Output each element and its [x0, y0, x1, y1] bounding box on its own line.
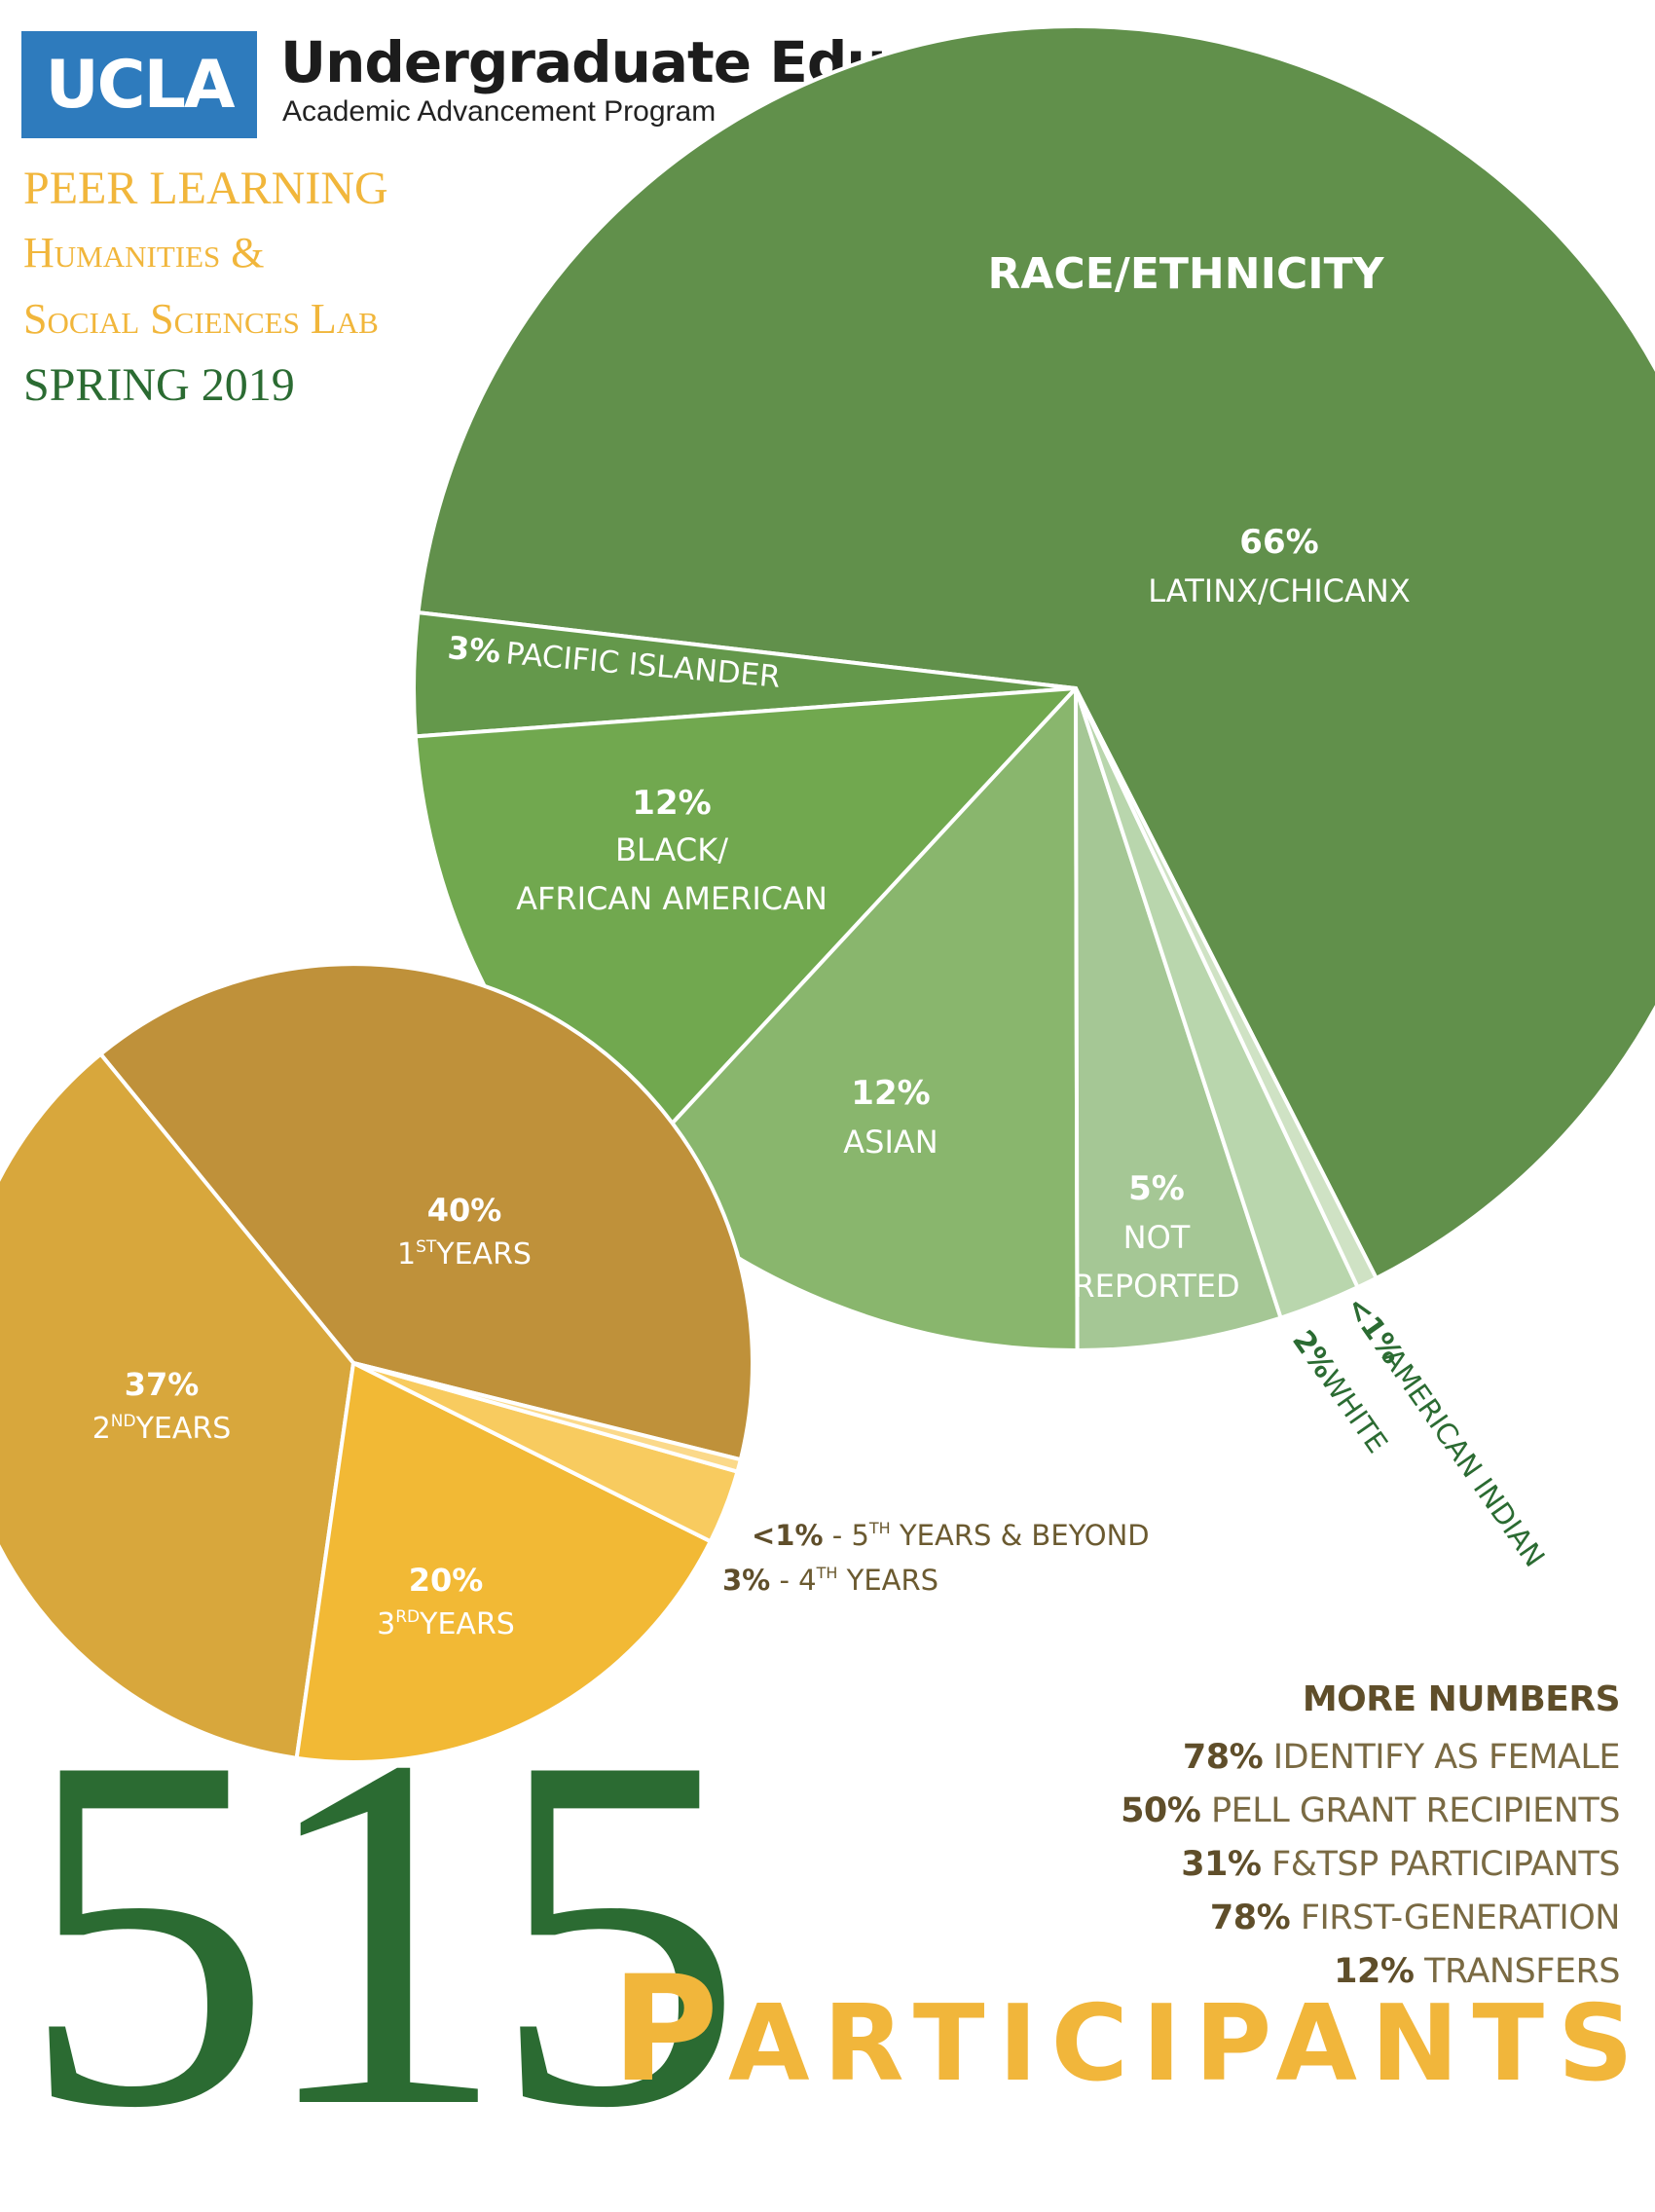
more-item-pct: 50%	[1121, 1791, 1200, 1830]
year3-pct: 20%	[409, 1562, 484, 1599]
more-item: 78% IDENTIFY AS FEMALE	[1121, 1731, 1620, 1785]
more-item-pct: 78%	[1210, 1899, 1290, 1937]
year2-sup: ND	[111, 1412, 136, 1431]
year1-num: 1	[397, 1237, 416, 1272]
not-reported-pct: 5%	[1128, 1169, 1185, 1208]
year3-sup: RD	[395, 1607, 420, 1627]
more-item-text: F&TSP PARTICIPANTS	[1271, 1845, 1620, 1884]
not-reported-label-1: NOT	[1123, 1219, 1191, 1256]
year4-pct: 3%	[722, 1564, 770, 1597]
year3-word: YEARS	[419, 1607, 515, 1641]
more-item: 78% FIRST-GENERATION	[1121, 1892, 1620, 1945]
more-item: 31% F&TSP PARTICIPANTS	[1121, 1838, 1620, 1892]
black-label-1: BLACK/	[615, 831, 728, 868]
white-label: WHITE	[1314, 1364, 1394, 1458]
participants-initial: P	[611, 1945, 728, 2115]
year1-pct: 40%	[427, 1192, 502, 1229]
year1-sup: ST	[416, 1237, 437, 1257]
year1-word: YEARS	[435, 1237, 532, 1272]
year2-num: 2	[92, 1412, 111, 1446]
year5-sup: TH	[868, 1519, 891, 1537]
more-item-pct: 31%	[1181, 1845, 1261, 1884]
more-item-pct: 78%	[1183, 1738, 1263, 1777]
black-pct: 12%	[632, 784, 711, 823]
not-reported-label-2: REPORTED	[1073, 1268, 1239, 1305]
year4-label: 3% - 4TH YEARS	[722, 1564, 938, 1597]
more-numbers-title: MORE NUMBERS	[1121, 1679, 1620, 1719]
pacific-pct: 3%	[446, 629, 501, 671]
year2-pct: 37%	[125, 1366, 200, 1403]
more-item-text: PELL GRANT RECIPIENTS	[1211, 1791, 1620, 1830]
latinx-label: LATINX/CHICANX	[1148, 572, 1411, 609]
race-chart-title: RACE/ETHNICITY	[988, 249, 1385, 299]
year5-pre: - 5	[824, 1519, 869, 1552]
black-label-2: AFRICAN AMERICAN	[516, 880, 828, 917]
year5-pct: <1%	[752, 1519, 824, 1552]
participants-label: PARTICIPANTS	[611, 1957, 1647, 2118]
latinx-pct: 66%	[1239, 523, 1318, 562]
american-indian-label: AMERICAN INDIAN	[1376, 1342, 1551, 1572]
year2-word: YEARS	[135, 1412, 232, 1446]
more-item-text: IDENTIFY AS FEMALE	[1273, 1738, 1620, 1777]
year-pie	[0, 964, 753, 1762]
year4-word: YEARS	[837, 1564, 938, 1597]
year4-pre: - 4	[770, 1564, 816, 1597]
more-item: 50% PELL GRANT RECIPIENTS	[1121, 1785, 1620, 1838]
year5-word: YEARS & BEYOND	[891, 1519, 1150, 1552]
more-numbers: MORE NUMBERS 78% IDENTIFY AS FEMALE 50% …	[1121, 1679, 1620, 1999]
year5-label: <1% - 5TH YEARS & BEYOND	[752, 1519, 1150, 1552]
asian-pct: 12%	[851, 1074, 930, 1113]
year3-num: 3	[377, 1607, 395, 1641]
asian-label: ASIAN	[843, 1124, 938, 1161]
more-item-text: FIRST-GENERATION	[1301, 1899, 1620, 1937]
year4-sup: TH	[816, 1564, 838, 1582]
participants-rest: ARTICIPANTS	[728, 1983, 1647, 2105]
